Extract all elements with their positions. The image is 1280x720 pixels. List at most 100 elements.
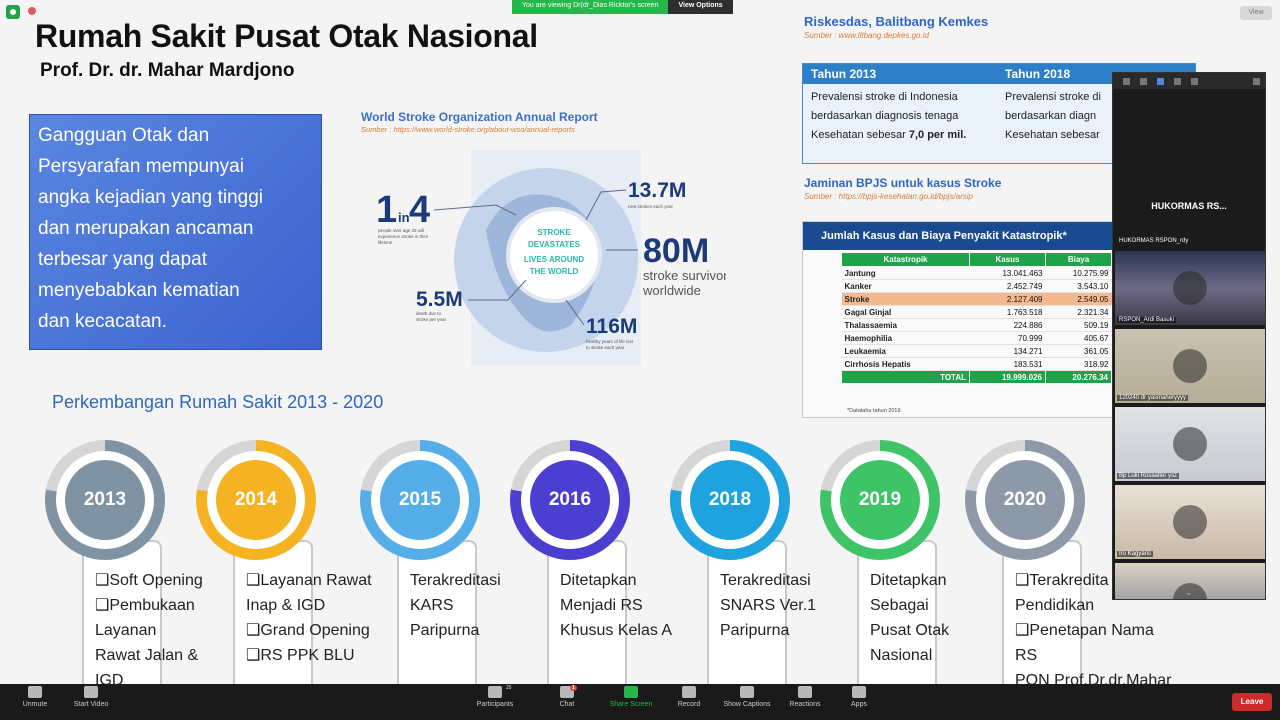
table-row: Gagal Ginjal 1.763.518 2.321.34 bbox=[841, 305, 1112, 319]
leave-button[interactable]: Leave bbox=[1232, 693, 1272, 711]
timeline-year: 2018 bbox=[690, 460, 770, 540]
riskesdas-col1-line-1: Prevalensi stroke di Indonesia bbox=[811, 91, 958, 103]
kasus-cell: 134.271 bbox=[969, 344, 1046, 358]
kasus-cell: 2.452.749 bbox=[969, 279, 1046, 293]
timeline-year: 2015 bbox=[380, 460, 460, 540]
stat-5m-value: 5.5M bbox=[416, 288, 463, 311]
control-label: Apps bbox=[851, 701, 867, 708]
participant-tile[interactable]: RSPON_Ardi Basuki bbox=[1115, 251, 1265, 325]
timeline-desc: ❑Layanan Rawat Inap & IGD ❑Grand Opening… bbox=[246, 572, 372, 664]
participant-tile[interactable]: Bp Luki Rosaalter ysz bbox=[1115, 407, 1265, 481]
timeline-item-2014: 2014 ❑Layanan Rawat Inap & IGD ❑Grand Ope… bbox=[196, 440, 372, 684]
riskesdas-col1-head: Tahun 2013 bbox=[811, 67, 877, 81]
table-row: Stroke 2.127.409 2.549.05 bbox=[841, 292, 1112, 306]
participant-name: Bp Luki Rosaalter ysz bbox=[1117, 473, 1180, 479]
share-banner: You are viewing Dr(dr_Dias Ricktor's scr… bbox=[512, 0, 733, 14]
stat-13m-caption: new strokes each year bbox=[628, 204, 674, 209]
reactions-button[interactable]: Reactions bbox=[770, 686, 840, 708]
participants-button[interactable]: Participants 25 bbox=[460, 685, 530, 708]
timeline-desc: Ditetapkan Menjadi RS Khusus Kelas A bbox=[560, 572, 673, 639]
timeline-dot bbox=[1075, 506, 1084, 515]
table-row: Haemophilia 70.999 405.67 bbox=[841, 331, 1112, 345]
kasus-cell: 70.999 bbox=[969, 331, 1046, 345]
mic-muted-icon bbox=[28, 686, 42, 698]
timeline-dot bbox=[780, 506, 789, 515]
intro-textbox: Gangguan Otak dan Persyarafan mempunyai … bbox=[29, 114, 322, 350]
stat-1in4-c: 4 bbox=[409, 189, 430, 231]
view-button[interactable]: View bbox=[1240, 6, 1272, 20]
record-button[interactable]: Record bbox=[654, 686, 724, 708]
meeting-controls: Unmute Start Video Participants 25 Chat 1 Shar… bbox=[0, 684, 1280, 720]
shared-screen: You are viewing Dr(dr_Dias Ricktor's scr… bbox=[0, 0, 1280, 684]
katastropik-cell: Cirrhosis Hepatis bbox=[841, 357, 970, 371]
timeline-item-2020: 2020 ❑Terakredita Pendidikan ❑Penetapan N… bbox=[965, 440, 1172, 684]
apps-button[interactable]: Apps bbox=[824, 686, 894, 708]
gallery-grid-icon[interactable] bbox=[1174, 78, 1181, 85]
gallery-view-icon[interactable] bbox=[1140, 78, 1147, 85]
biaya-cell: 361.05 bbox=[1045, 344, 1112, 358]
katastropik-cell: Leukaemia bbox=[841, 344, 970, 358]
reactions-icon bbox=[798, 686, 812, 698]
table-row: Kanker 2.452.749 3.543.10 bbox=[841, 279, 1112, 293]
wso-infographic: STROKE DEVASTATES LIVES AROUND THE WORLD… bbox=[376, 150, 726, 365]
bpjs-title: Jaminan BPJS untuk kasus Stroke bbox=[804, 176, 1002, 190]
riskesdas-col1: Prevalensi stroke di Indonesia berdasark… bbox=[811, 88, 1003, 145]
timeline-dot bbox=[155, 506, 164, 515]
timeline-stem bbox=[707, 540, 787, 684]
table-row: Thalassaemia 224.886 509.19 bbox=[841, 318, 1112, 332]
share-screen-button[interactable]: Share Screen bbox=[596, 686, 666, 708]
center-text-4: THE WORLD bbox=[530, 267, 579, 276]
participant-silhouette bbox=[1173, 349, 1207, 383]
center-text-3: LIVES AROUND bbox=[524, 255, 584, 264]
table-row: Leukaemia 134.271 361.05 bbox=[841, 344, 1112, 358]
control-label: Share Screen bbox=[609, 701, 653, 708]
table-row: Jantung 13.041.463 10.275.99 bbox=[841, 266, 1112, 280]
riskesdas-source: Sumber : www.litbang.depkes.go.id bbox=[804, 31, 929, 40]
riskesdas-col1-line-3: Kesehatan sebesar 7,0 per mil. bbox=[811, 126, 1003, 145]
kasus-cell: 183.531 bbox=[969, 357, 1046, 371]
gallery-strip-icon[interactable] bbox=[1191, 78, 1198, 85]
biaya-cell: 10.275.99 bbox=[1045, 266, 1112, 280]
chevron-down-icon[interactable]: ⌄ bbox=[1185, 587, 1193, 597]
participants-count: 25 bbox=[506, 685, 512, 691]
slide-title: Rumah Sakit Pusat Otak Nasional bbox=[35, 18, 538, 54]
view-options-button[interactable]: View Options bbox=[668, 0, 733, 14]
timeline-dot bbox=[620, 506, 629, 515]
biaya-cell: 2.549.05 bbox=[1045, 292, 1112, 306]
chat-button[interactable]: Chat 1 bbox=[532, 685, 602, 708]
timeline-item-2013: 2013 ❑Soft Opening ❑Pembukaan Layanan Raw… bbox=[45, 440, 203, 684]
timeline-desc: Terakreditasi SNARS Ver.1 Paripurna bbox=[720, 572, 817, 639]
kasus-cell: 1.763.518 bbox=[969, 305, 1046, 319]
participant-tile[interactable] bbox=[1115, 563, 1265, 599]
total-row: TOTAL 19.999.026 20.276.34 bbox=[841, 370, 1112, 384]
katastropik-cell: Jantung bbox=[841, 266, 970, 280]
stat-1in4-caption-1: people over age 25 will bbox=[378, 228, 424, 233]
timeline-desc: Ditetapkan Sebagai Pusat Otak Nasional bbox=[870, 572, 950, 664]
riskesdas-col2-line-2: berdasarkan diagn bbox=[1005, 110, 1097, 122]
timeline-year: 2013 bbox=[65, 460, 145, 540]
stat-80m-value: 80M bbox=[643, 232, 709, 270]
video-gallery: HUKORMAS RS... HUKORMAS RSPON_rdy RSPON_… bbox=[1112, 72, 1266, 600]
wso-source: Sumber : https://www.world-stroke.org/ab… bbox=[361, 125, 575, 134]
control-label: Record bbox=[677, 701, 701, 708]
gallery-minimize-icon[interactable] bbox=[1123, 78, 1130, 85]
apps-icon bbox=[852, 686, 866, 698]
stat-116m-value: 116M bbox=[586, 315, 637, 338]
slide-subtitle: Prof. Dr. dr. Mahar Mardjono bbox=[40, 60, 295, 81]
unmute-button[interactable]: Unmute bbox=[0, 686, 70, 708]
show-captions-button[interactable]: Show Captions bbox=[712, 686, 782, 708]
participant-tile[interactable]: Iro Kagyaris bbox=[1115, 485, 1265, 559]
participant-tile[interactable]: 120240 dr yasmaheryyyy bbox=[1115, 329, 1265, 403]
bpjs-header-kasus: Kasus bbox=[969, 252, 1046, 267]
gallery-speaker-icon[interactable] bbox=[1157, 78, 1164, 85]
chat-badge: 1 bbox=[570, 685, 577, 691]
participant-name: Iro Kagyaris bbox=[1117, 551, 1154, 557]
start-video-button[interactable]: Start Video bbox=[56, 686, 126, 708]
stat-116m-caption-1: healthy years of life lost bbox=[586, 339, 634, 344]
timeline-year: 2014 bbox=[216, 460, 296, 540]
gallery-fullscreen-icon[interactable] bbox=[1253, 78, 1260, 85]
riskesdas-col1-line-2: berdasarkan diagnosis tenaga bbox=[811, 110, 959, 122]
riskesdas-title: Riskesdas, Balitbang Kemkes bbox=[804, 14, 989, 29]
perkembangan-title: Perkembangan Rumah Sakit 2013 - 2020 bbox=[52, 392, 384, 412]
stat-5m-caption-2: stroke per year bbox=[416, 317, 447, 322]
